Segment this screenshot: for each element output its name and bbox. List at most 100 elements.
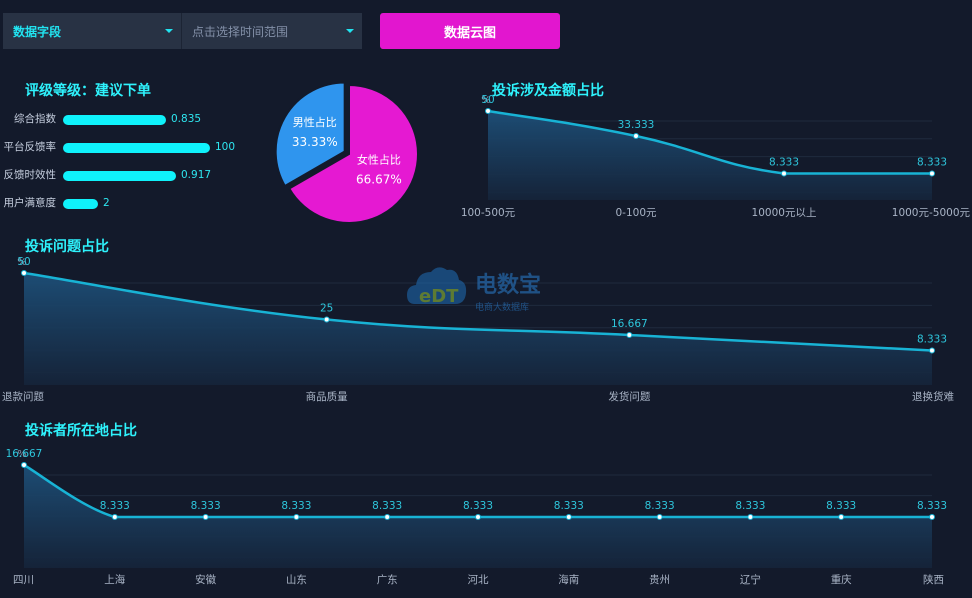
rating-row: 平台反馈率 100	[0, 140, 250, 154]
y-axis-unit: %	[17, 257, 27, 268]
data-point	[929, 170, 935, 177]
issue-chart-title: 投诉问题占比	[25, 239, 109, 255]
watermark-logo-text: eDT	[419, 286, 459, 307]
area-fill	[24, 465, 932, 568]
rating-category-label: 用户满意度	[3, 197, 57, 209]
data-point	[202, 514, 209, 521]
chevron-down-icon	[165, 29, 173, 33]
rating-bar	[63, 171, 176, 181]
y-axis-unit: %	[17, 449, 27, 460]
data-point	[838, 514, 845, 521]
data-point	[21, 270, 27, 276]
watermark-brand: 电数宝	[475, 272, 541, 298]
rating-category-label: 反馈时效性	[3, 169, 57, 181]
data-point	[929, 514, 935, 521]
data-point	[475, 514, 481, 521]
data-point	[747, 514, 754, 521]
x-tick-label: 退换货难	[912, 390, 954, 403]
x-tick-label: 上海	[104, 573, 125, 586]
x-tick-label: 海南	[558, 573, 579, 586]
data-point	[656, 514, 663, 521]
data-value-label: 8.333	[645, 500, 675, 512]
rating-bar	[63, 199, 98, 209]
x-tick-label: 贵州	[649, 573, 670, 586]
x-tick-label: 重庆	[831, 573, 852, 586]
amount-chart-title: 投诉涉及金额占比	[492, 83, 604, 99]
watermark-subtitle: 电商大数据库	[475, 301, 529, 313]
chevron-down-icon	[346, 29, 354, 33]
time-range-placeholder: 点击选择时间范围	[192, 24, 289, 39]
x-tick-label: 退款问题	[2, 390, 44, 403]
rating-row: 反馈时效性 0.917	[0, 168, 250, 182]
area-fill	[24, 273, 932, 385]
data-value-label: 8.333	[463, 500, 493, 512]
pie-slice	[274, 81, 346, 188]
series-line	[487, 109, 932, 175]
rating-row: 综合指数 0.835	[0, 112, 250, 126]
data-point	[384, 514, 391, 521]
x-tick-label: 安徽	[195, 573, 216, 586]
x-tick-label: 商品质量	[306, 390, 348, 403]
rating-value-label: 2	[103, 197, 110, 209]
data-value-label: 8.333	[917, 334, 947, 346]
rating-bar	[63, 115, 166, 125]
data-value-label: 8.333	[372, 500, 402, 512]
x-tick-label: 10000元以上	[752, 207, 817, 219]
x-tick-label: 河北	[468, 574, 489, 586]
data-point	[565, 514, 572, 521]
data-value-label: 8.333	[100, 500, 130, 512]
edt-watermark-logo: eDT 电数宝 电商大数据库	[407, 267, 541, 313]
pie-slice-label: 女性占比	[357, 152, 401, 166]
data-field-select-label: 数据字段	[13, 24, 62, 39]
data-point	[626, 331, 633, 338]
data-value-label: 16.667	[6, 448, 43, 460]
data-point	[929, 347, 935, 354]
data-value-label: 16.667	[611, 318, 648, 330]
area-fill	[488, 111, 932, 200]
data-point	[323, 316, 330, 323]
data-value-label: 8.333	[769, 157, 799, 169]
data-value-label: 8.333	[917, 500, 947, 512]
rating-bar	[63, 143, 210, 153]
x-tick-label: 陕西	[923, 573, 944, 586]
time-range-select[interactable]: 点击选择时间范围	[181, 13, 362, 49]
pie-slice-label: 男性占比	[293, 115, 337, 129]
wordcloud-button[interactable]: 数据云图	[380, 13, 560, 49]
data-point	[111, 514, 118, 521]
rating-title: 评级等级：建议下单	[25, 83, 151, 99]
data-point	[781, 170, 787, 177]
x-tick-label: 100-500元	[461, 207, 516, 219]
data-value-label: 8.333	[917, 157, 947, 169]
data-point	[293, 514, 300, 521]
rating-value-label: 100	[215, 141, 236, 153]
x-tick-label: 山东	[286, 573, 307, 586]
rating-category-label: 综合指数	[14, 113, 56, 125]
data-value-label: 25	[320, 303, 333, 315]
rating-value-label: 0.917	[181, 169, 212, 181]
data-value-label: 8.333	[826, 500, 856, 512]
x-tick-label: 0-100元	[615, 207, 657, 219]
data-value-label: 50	[481, 94, 494, 106]
data-point	[21, 462, 27, 468]
x-tick-label: 广东	[377, 573, 398, 586]
pie-slice-value: 66.67%	[356, 172, 402, 186]
rating-value-label: 0.835	[171, 113, 202, 125]
rating-row: 用户满意度 2	[0, 196, 250, 210]
region-chart-title: 投诉者所在地占比	[25, 423, 137, 439]
data-value-label: 50	[17, 256, 30, 268]
data-point	[485, 108, 491, 114]
x-tick-label: 1000元-5000元	[892, 207, 971, 219]
data-value-label: 8.333	[281, 500, 311, 512]
x-tick-label: 辽宁	[740, 573, 761, 586]
gender-pie-chart: 女性占比 66.67% 男性占比 33.33%	[274, 81, 419, 224]
data-field-select[interactable]: 数据字段	[3, 13, 181, 49]
cloud-icon	[407, 267, 467, 304]
x-tick-label: 四川	[13, 574, 34, 586]
data-value-label: 8.333	[554, 500, 584, 512]
series-line	[23, 271, 933, 352]
x-tick-label: 发货问题	[608, 390, 650, 403]
data-point	[633, 133, 639, 140]
